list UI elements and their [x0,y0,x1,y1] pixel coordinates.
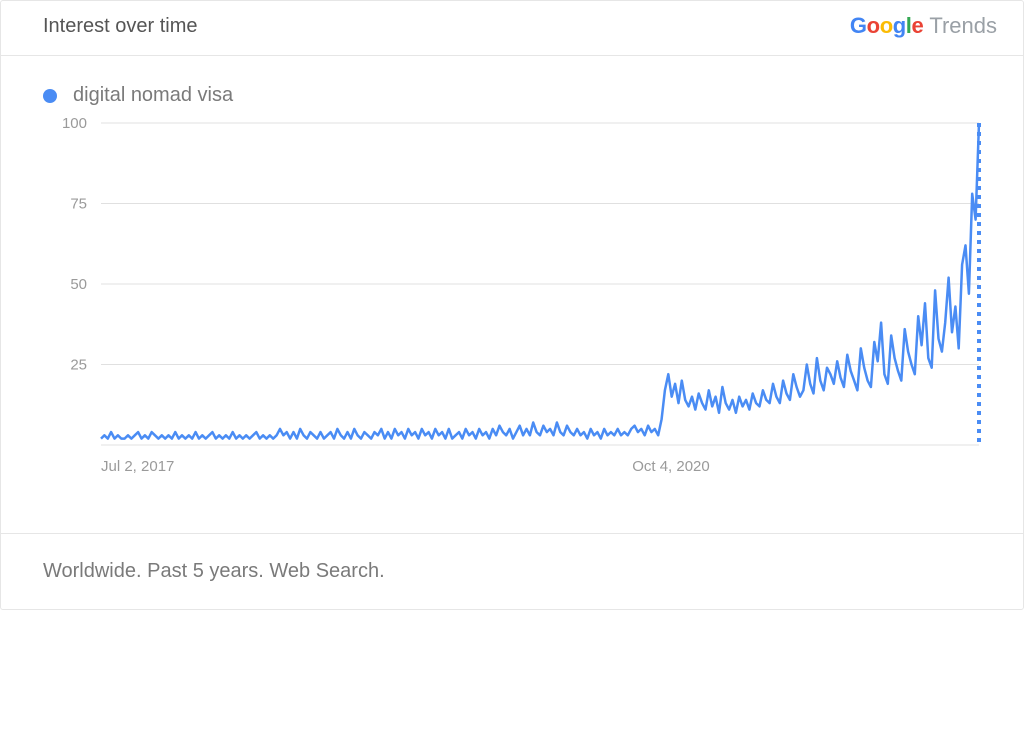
card-header: Interest over time Google Trends [1,1,1023,56]
svg-text:75: 75 [70,196,87,213]
legend-dot [43,89,57,103]
google-wordmark: Google [850,13,923,39]
legend-label: digital nomad visa [73,84,233,107]
trends-card: Interest over time Google Trends digital… [0,0,1024,610]
svg-text:25: 25 [70,357,87,374]
svg-text:Jul 2, 2017: Jul 2, 2017 [101,458,174,475]
card-title: Interest over time [43,15,198,38]
card-footer-meta: Worldwide. Past 5 years. Web Search. [1,533,1023,609]
chart-area: 25 50 75 100 Jul 2, 2017 Oct 4, 2020 [1,113,1023,533]
svg-text:100: 100 [62,115,87,132]
line-chart-svg: 25 50 75 100 Jul 2, 2017 Oct 4, 2020 [41,113,993,528]
svg-text:Oct 4, 2020: Oct 4, 2020 [632,458,710,475]
chart-legend: digital nomad visa [1,56,1023,113]
trends-wordmark: Trends [929,13,997,39]
svg-text:50: 50 [70,276,87,293]
google-trends-logo: Google Trends [850,13,997,39]
